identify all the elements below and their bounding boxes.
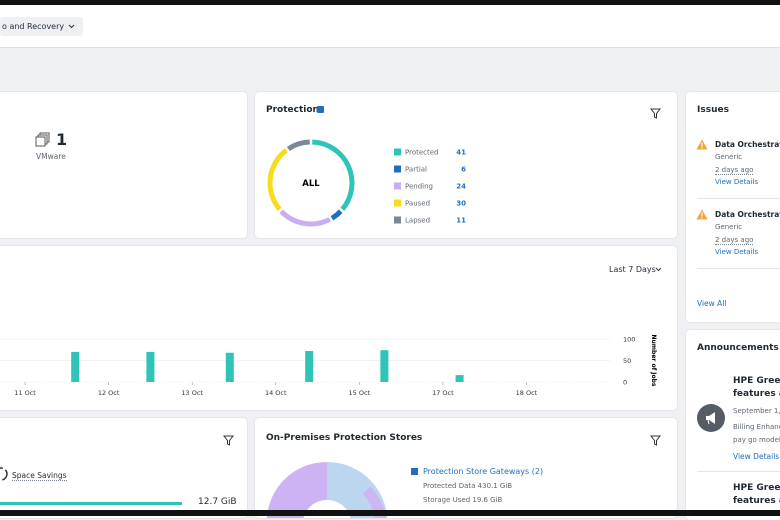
legend-label: Protected — [405, 149, 439, 157]
top-bar — [0, 0, 780, 5]
legend-label: Pending — [405, 183, 433, 191]
issues-card: Issues Data Orchestrato Generic 2 days ago… — [686, 92, 780, 322]
info-icon[interactable] — [317, 106, 324, 113]
x-tick-label: 13 Oct — [181, 389, 203, 397]
legend-swatch — [394, 148, 401, 156]
separator — [697, 471, 780, 472]
bottom-bar — [0, 510, 780, 516]
filter-icon[interactable] — [650, 435, 661, 446]
protection-chart: Protected 41 Partial 6 Pending 24 Paused 30 Laps… — [267, 139, 466, 227]
app-selector[interactable]: o and Recovery — [0, 17, 83, 36]
stores-card: On-Premises Protection Stores Protection… — [255, 418, 677, 518]
x-tick-label: 18 Oct — [516, 389, 538, 397]
legend-value: 6 — [461, 166, 466, 174]
y-tick-label: 0 — [623, 379, 627, 387]
space-savings-label: Space Savings — [12, 471, 67, 481]
savings-icon — [0, 467, 8, 481]
vm-card: 1 VMware — [0, 92, 247, 238]
issue-time: 2 days ago — [715, 236, 754, 245]
legend-swatch — [411, 468, 418, 475]
y-tick-label: 100 — [623, 336, 635, 344]
card-title: Announcements — [697, 343, 779, 353]
legend-swatch — [394, 165, 401, 173]
x-tick-label: 14 Oct — [265, 389, 287, 397]
view-all[interactable]: View All — [697, 299, 727, 308]
card-title: On-Premises Protection Stores — [266, 433, 423, 443]
announcement-icon — [697, 404, 725, 432]
y-axis-label: Number of Jobs — [650, 335, 657, 387]
header: o and Recovery — [0, 5, 780, 48]
issue-time: 2 days ago — [715, 166, 754, 175]
vm-label: VMware — [36, 152, 66, 161]
separator — [697, 268, 780, 269]
donut-segment — [267, 148, 288, 211]
bar — [146, 351, 155, 382]
vm-icon — [35, 132, 50, 147]
protection-card: Protection Protected 41 Partial 6 Pending 24 P… — [255, 92, 677, 238]
warning-icon — [696, 209, 708, 220]
legend-swatch — [394, 199, 401, 207]
card-title: Issues — [697, 105, 729, 115]
bar — [305, 351, 314, 382]
filter-icon[interactable] — [223, 435, 234, 446]
donut-segment — [312, 139, 355, 211]
announcements-card: Announcements HPE Green features ar Sept… — [686, 330, 780, 520]
x-tick-label: 17 Oct — [432, 389, 454, 397]
legend-label: Paused — [405, 200, 430, 208]
vm-count: 1 — [56, 130, 68, 149]
legend-swatch — [394, 182, 401, 190]
legend-label: Partial — [405, 166, 427, 174]
legend-value: 41 — [456, 149, 466, 157]
announcement-date: September 1, 2 — [733, 407, 780, 415]
issue-type: Generic — [715, 223, 743, 231]
bar — [71, 351, 80, 382]
view-details[interactable]: View Details — [715, 248, 759, 256]
donut-segment — [279, 209, 331, 227]
legend-label: Lapsed — [405, 217, 430, 225]
stores-chart — [266, 461, 388, 518]
y-tick-label: 50 — [623, 357, 631, 365]
app-selector-label: o and Recovery — [2, 22, 65, 31]
savings-bar — [0, 502, 182, 505]
center-label: ALL — [302, 179, 320, 189]
bar — [380, 350, 389, 382]
donut-segment — [286, 139, 310, 152]
announcement-title: HPE Green — [733, 483, 780, 493]
view-details[interactable]: View Details — [733, 452, 780, 461]
savings-value: 12.7 GiB — [198, 497, 237, 507]
legend-link[interactable]: Protection Store Gateways (2) — [423, 467, 544, 476]
announcement-body: pay go model ( — [733, 436, 780, 444]
x-tick-label: 11 Oct — [14, 389, 36, 397]
donut-segment — [330, 209, 343, 221]
space-card: Space Savings 12.7 GiB — [0, 418, 247, 518]
x-tick-label: 12 Oct — [98, 389, 120, 397]
filter-icon[interactable] — [650, 108, 661, 119]
range-selector[interactable]: Last 7 Days — [609, 265, 656, 274]
separator — [697, 198, 780, 199]
legend-value: 30 — [456, 200, 466, 208]
issue-title: Data Orchestrato — [715, 140, 780, 149]
legend-value: 11 — [456, 217, 466, 225]
chevron — [655, 267, 662, 272]
stores-line: Storage Used 19.6 GiB — [423, 496, 503, 504]
announcement-title: features ar — [733, 389, 780, 399]
warning-icon — [696, 139, 708, 150]
legend-value: 24 — [456, 183, 466, 191]
jobs-chart: 0 50 100 11 Oct 12 Oct 13 Oct 14 Oct 15 Oct 17 O… — [0, 335, 657, 397]
announcement-title: HPE Green — [733, 376, 780, 386]
issue-type: Generic — [715, 153, 743, 161]
announcement-title: features ar — [733, 496, 780, 506]
card-title: Protection — [266, 105, 319, 115]
bar — [455, 375, 464, 382]
announcement-body: Billing Enhanc — [733, 423, 780, 431]
bar — [225, 352, 234, 382]
view-details[interactable]: View Details — [715, 178, 759, 186]
issue-title: Data Orchestrato — [715, 210, 780, 219]
jobs-card: Last 7 Days 0 50 100 11 Oct 12 Oct 13 Oct 14 O… — [0, 246, 677, 410]
chevron — [68, 24, 75, 29]
x-tick-label: 15 Oct — [349, 389, 371, 397]
stores-line: Protected Data 430.1 GiB — [423, 482, 513, 490]
legend-swatch — [394, 216, 401, 224]
